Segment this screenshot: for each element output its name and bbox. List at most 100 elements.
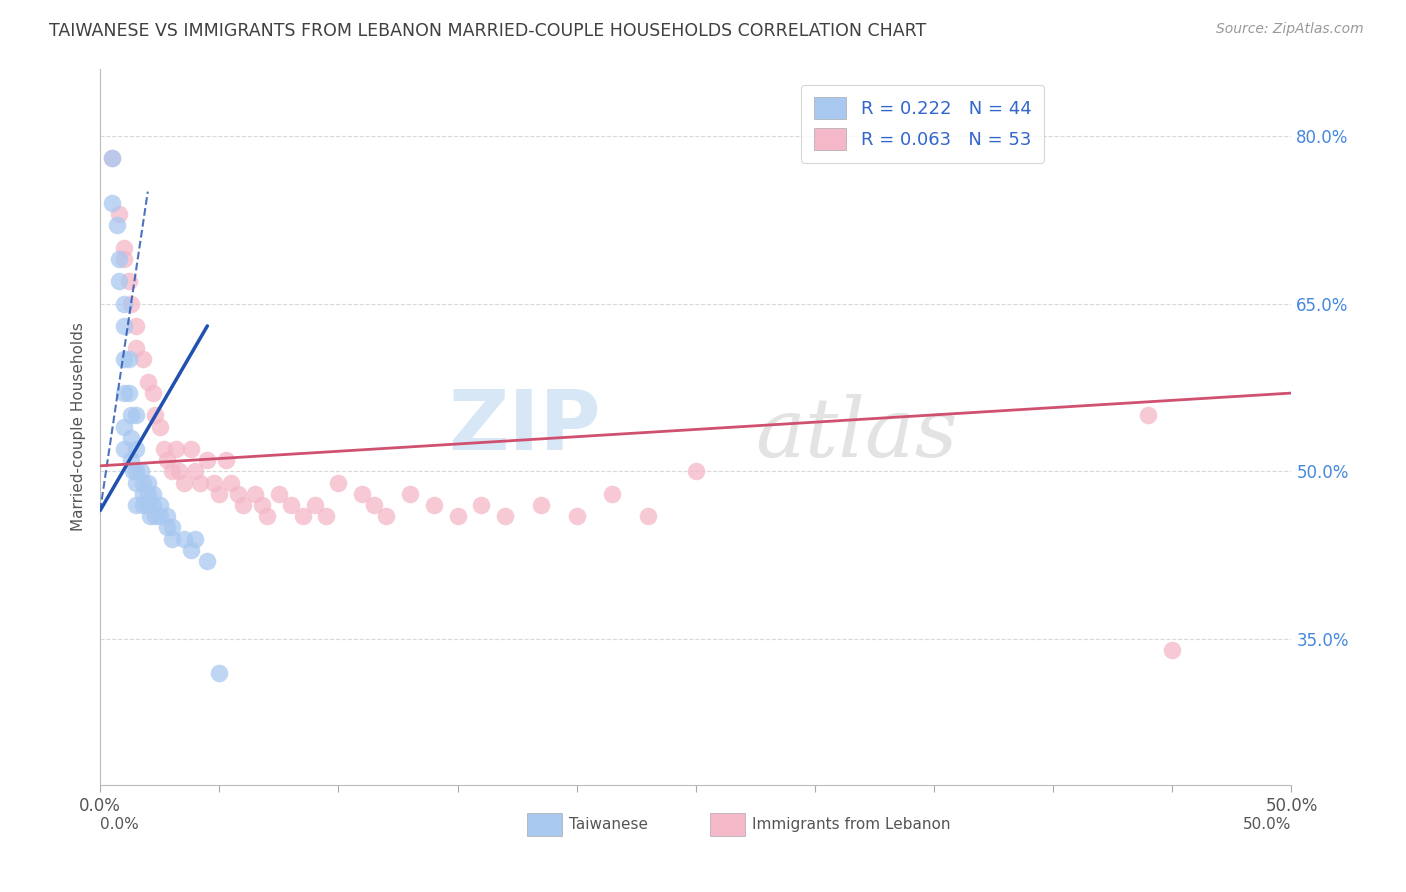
Point	[446, 509, 468, 524]
Point	[1161, 643, 1184, 657]
Point	[160, 464, 183, 478]
Point	[136, 498, 159, 512]
Point	[530, 498, 553, 512]
Point	[215, 453, 238, 467]
Point	[120, 453, 142, 467]
Point	[375, 509, 398, 524]
Text: TAIWANESE VS IMMIGRANTS FROM LEBANON MARRIED-COUPLE HOUSEHOLDS CORRELATION CHART: TAIWANESE VS IMMIGRANTS FROM LEBANON MAR…	[49, 22, 927, 40]
Point	[149, 498, 172, 512]
Point	[399, 487, 422, 501]
Point	[188, 475, 211, 490]
Point	[132, 498, 155, 512]
Point	[184, 464, 207, 478]
Point	[118, 274, 141, 288]
Point	[141, 487, 163, 501]
Point	[112, 386, 135, 401]
Point	[136, 487, 159, 501]
Point	[136, 475, 159, 490]
Point	[1137, 409, 1160, 423]
Text: 50.0%: 50.0%	[1243, 817, 1292, 832]
Point	[141, 498, 163, 512]
Point	[184, 532, 207, 546]
Point	[112, 352, 135, 367]
Point	[637, 509, 659, 524]
Point	[141, 386, 163, 401]
Point	[156, 520, 179, 534]
Point	[125, 341, 148, 355]
Point	[125, 464, 148, 478]
Point	[153, 442, 176, 456]
Point	[256, 509, 278, 524]
Point	[291, 509, 314, 524]
Point	[304, 498, 326, 512]
Point	[125, 442, 148, 456]
Point	[422, 498, 444, 512]
Point	[267, 487, 290, 501]
Point	[132, 475, 155, 490]
Y-axis label: Married-couple Households: Married-couple Households	[72, 322, 86, 531]
Point	[118, 352, 141, 367]
Point	[160, 520, 183, 534]
Point	[136, 375, 159, 389]
Point	[108, 274, 131, 288]
Text: Immigrants from Lebanon: Immigrants from Lebanon	[752, 817, 950, 832]
Point	[101, 151, 124, 165]
Point	[250, 498, 273, 512]
Point	[156, 509, 179, 524]
Point	[149, 509, 172, 524]
Point	[112, 252, 135, 266]
Point	[112, 318, 135, 333]
Point	[143, 509, 166, 524]
Point	[118, 386, 141, 401]
Point	[173, 475, 195, 490]
Point	[173, 532, 195, 546]
Point	[129, 464, 152, 478]
Point	[180, 442, 202, 456]
Point	[165, 442, 187, 456]
Point	[101, 195, 124, 210]
Point	[328, 475, 350, 490]
Point	[352, 487, 374, 501]
Point	[204, 475, 226, 490]
Point	[243, 487, 266, 501]
Point	[125, 498, 148, 512]
Point	[195, 554, 218, 568]
Point	[108, 252, 131, 266]
Point	[156, 453, 179, 467]
Point	[470, 498, 492, 512]
Point	[105, 218, 128, 232]
Point	[219, 475, 242, 490]
Point	[315, 509, 337, 524]
Point	[108, 207, 131, 221]
Point	[228, 487, 250, 501]
Point	[167, 464, 190, 478]
Point	[125, 475, 148, 490]
Point	[101, 151, 124, 165]
Point	[120, 296, 142, 310]
Point	[232, 498, 254, 512]
Point	[132, 487, 155, 501]
Point	[160, 532, 183, 546]
Point	[125, 318, 148, 333]
Point	[208, 665, 231, 680]
Point	[195, 453, 218, 467]
Point	[132, 352, 155, 367]
Legend: R = 0.222   N = 44, R = 0.063   N = 53: R = 0.222 N = 44, R = 0.063 N = 53	[801, 85, 1045, 163]
Point	[363, 498, 385, 512]
Point	[120, 431, 142, 445]
Point	[180, 542, 202, 557]
Text: ZIP: ZIP	[449, 386, 600, 467]
Point	[494, 509, 516, 524]
Text: Source: ZipAtlas.com: Source: ZipAtlas.com	[1216, 22, 1364, 37]
Point	[139, 509, 162, 524]
Point	[120, 409, 142, 423]
Point	[143, 409, 166, 423]
Point	[125, 409, 148, 423]
Point	[112, 241, 135, 255]
Point	[112, 296, 135, 310]
Text: Taiwanese: Taiwanese	[569, 817, 648, 832]
Point	[122, 464, 145, 478]
Point	[565, 509, 588, 524]
Point	[112, 442, 135, 456]
Point	[602, 487, 624, 501]
